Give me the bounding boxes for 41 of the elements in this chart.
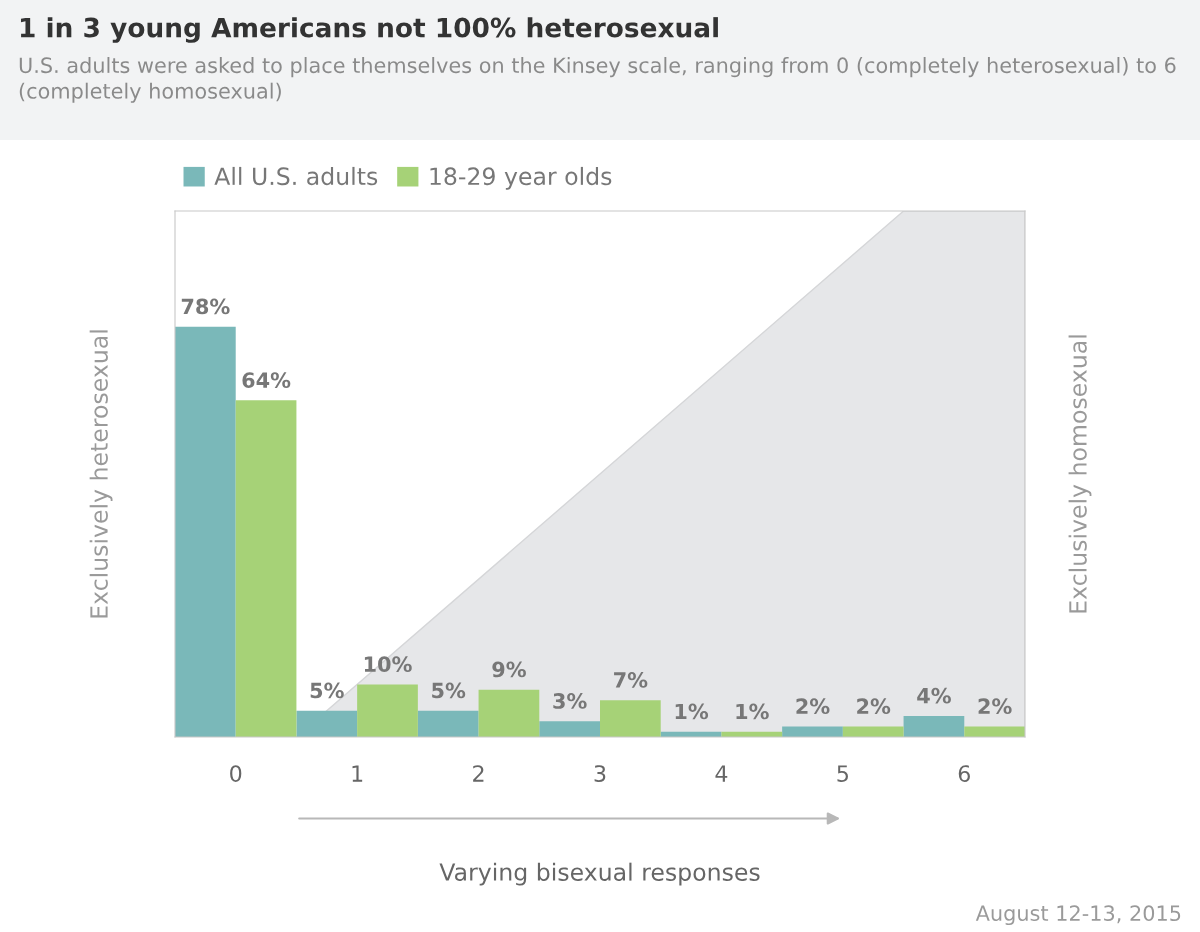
x-tick-label: 2 bbox=[473, 765, 484, 782]
data-label: 4% bbox=[917, 687, 951, 704]
data-label: 64% bbox=[242, 372, 291, 388]
x-tick-label: 4 bbox=[715, 765, 728, 782]
x-tick-label: 6 bbox=[958, 765, 970, 782]
bar bbox=[903, 715, 965, 737]
data-label: 7% bbox=[614, 672, 648, 688]
data-label: 2% bbox=[857, 698, 891, 715]
data-label: 78% bbox=[181, 298, 230, 315]
data-label: 1% bbox=[675, 703, 709, 720]
x-tick-label: 3 bbox=[594, 765, 606, 782]
bar bbox=[417, 710, 479, 737]
data-label: 10% bbox=[364, 656, 412, 673]
text: Exclusively homosexual bbox=[1068, 335, 1092, 613]
data-label: 5% bbox=[310, 682, 344, 699]
bar bbox=[478, 689, 540, 737]
bar bbox=[842, 726, 904, 737]
x-tick-label: 0 bbox=[230, 765, 242, 782]
text: August 12-13, 2015 bbox=[975, 905, 1181, 926]
data-label: 2% bbox=[796, 698, 830, 715]
bar bbox=[175, 326, 236, 737]
chart-title: 1 in 3 young Americans not 100% heterosexual bbox=[20, 17, 718, 43]
bar bbox=[357, 684, 418, 737]
bar bbox=[782, 726, 843, 737]
legend-label: All U.S. adults bbox=[214, 166, 378, 186]
data-label: 2% bbox=[978, 698, 1012, 715]
x-tick-label: 5 bbox=[837, 765, 848, 782]
bar bbox=[539, 721, 600, 737]
legend-label: 18-29 year olds bbox=[430, 166, 612, 190]
data-label: 3% bbox=[553, 693, 587, 709]
y-axis-title: Exclusively heterosexual bbox=[89, 330, 113, 618]
data-label: 9% bbox=[492, 661, 526, 678]
data-label: 1% bbox=[736, 703, 769, 720]
x-axis-title: Varying bisexual responses bbox=[439, 862, 760, 886]
bar bbox=[296, 710, 358, 737]
data-label: 5% bbox=[432, 682, 466, 699]
bar bbox=[235, 400, 297, 737]
bar bbox=[600, 700, 661, 737]
x-tick-label: 1 bbox=[352, 765, 363, 782]
chart-subtitle: U.S. adults were asked to place themselves on the Kinsey scale, ranging from 0 (completely heterosexual) to 6 (completely homosexual) bbox=[19, 57, 1176, 103]
bar bbox=[964, 726, 1025, 737]
